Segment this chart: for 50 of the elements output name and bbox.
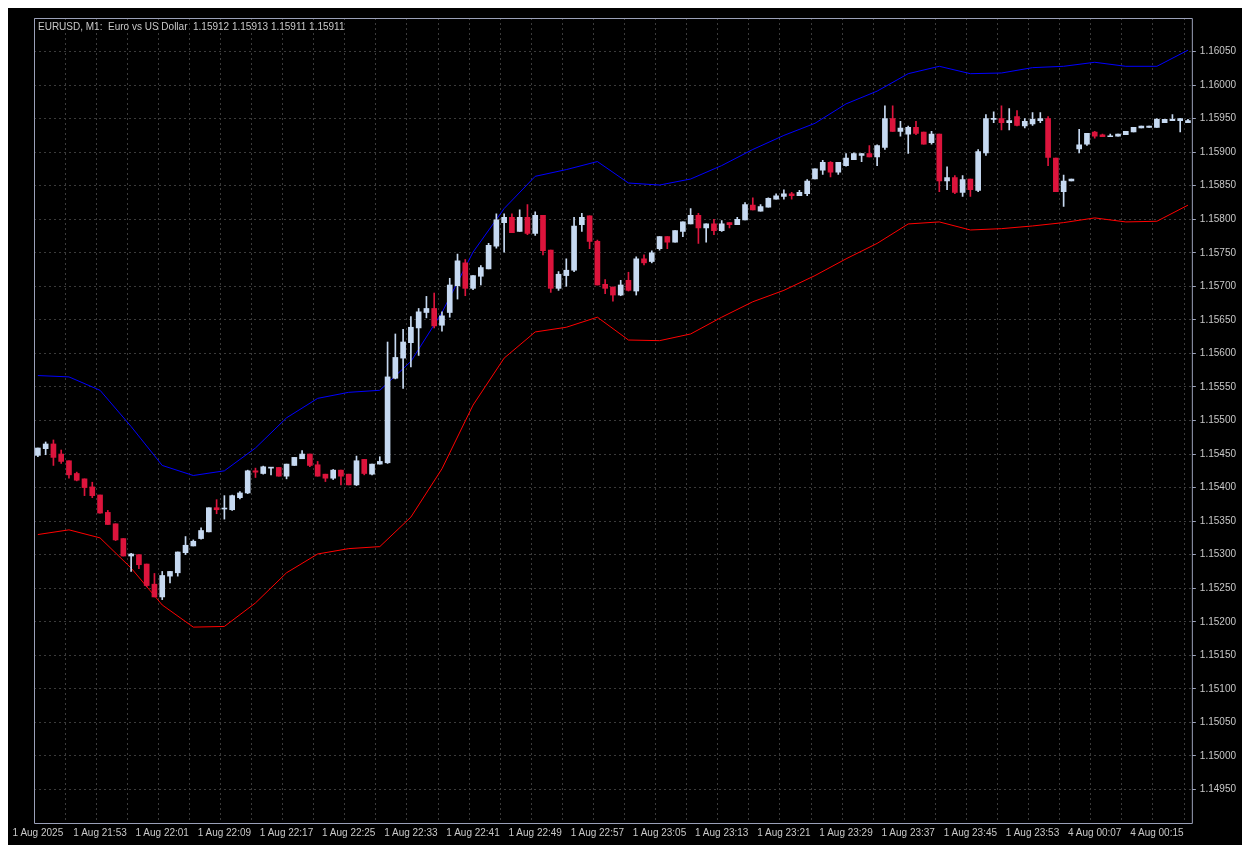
x-tick-label: 1 Aug 23:21: [757, 826, 812, 838]
y-tick-label: 1.15100: [1199, 682, 1237, 694]
candlestick: [1076, 129, 1083, 154]
x-tick-label: 1 Aug 22:01: [135, 826, 190, 838]
y-tick-label: 1.15350: [1199, 514, 1237, 526]
y-tick-label: 1.15650: [1199, 313, 1237, 325]
y-tick-label: 1.14950: [1199, 783, 1237, 795]
y-tick-label: 1.15850: [1199, 179, 1237, 191]
x-tick-label: 1 Aug 2025: [12, 826, 64, 838]
x-tick-label: 1 Aug 21:53: [73, 826, 128, 838]
y-tick-label: 1.15450: [1199, 447, 1237, 459]
chart-title: EURUSD, M1: Euro vs US Dollar 1.15912 1.15913 1.15911 1.15911: [38, 20, 345, 32]
x-tick-label: 4 Aug 00:07: [1068, 826, 1122, 838]
candlestick: [990, 111, 997, 123]
x-tick-label: 1 Aug 23:45: [943, 826, 998, 838]
x-tick-label: 1 Aug 22:25: [322, 826, 376, 838]
y-tick-label: 1.16000: [1199, 78, 1237, 90]
y-tick-label: 1.15800: [1199, 213, 1237, 224]
x-tick-label: 1 Aug 23:37: [881, 826, 936, 838]
candlestick: [1006, 108, 1013, 131]
x-tick-label: 1 Aug 22:57: [570, 826, 625, 838]
y-tick-label: 1.15150: [1199, 649, 1237, 661]
y-tick-label: 1.15500: [1199, 414, 1237, 426]
y-tick-label: 1.15600: [1199, 347, 1237, 359]
x-tick-label: 1 Aug 23:13: [695, 826, 749, 838]
x-tick-label: 1 Aug 23:05: [632, 826, 687, 838]
x-tick-label: 1 Aug 22:33: [384, 826, 439, 838]
x-tick-label: 1 Aug 22:41: [446, 826, 501, 838]
candlestick: [563, 258, 570, 287]
y-tick-label: 1.16050: [1199, 45, 1237, 57]
x-tick-label: 1 Aug 22:09: [197, 826, 252, 838]
y-tick-label: 1.15750: [1199, 246, 1237, 258]
x-tick-label: 1 Aug 22:49: [508, 826, 563, 838]
y-tick-label: 1.15900: [1199, 145, 1237, 157]
candlestick: [501, 213, 507, 253]
x-tick-label: 4 Aug 00:15: [1130, 826, 1185, 838]
y-tick-label: 1.15400: [1199, 481, 1237, 493]
x-tick-label: 1 Aug 23:29: [819, 826, 874, 838]
candlestick: [944, 166, 950, 191]
x-tick-label: 1 Aug 23:53: [1005, 826, 1060, 838]
y-tick-label: 1.15700: [1199, 280, 1237, 292]
y-tick-label: 1.15950: [1199, 112, 1237, 124]
y-tick-label: 1.15200: [1199, 615, 1237, 627]
x-tick-label: 1 Aug 22:17: [259, 826, 314, 838]
y-tick-label: 1.15300: [1199, 548, 1237, 560]
y-tick-label: 1.15250: [1199, 581, 1237, 593]
candlestick: [1177, 118, 1184, 133]
y-tick-label: 1.15050: [1199, 716, 1237, 728]
y-tick-label: 1.15550: [1199, 380, 1237, 392]
y-tick-label: 1.15000: [1199, 749, 1237, 761]
